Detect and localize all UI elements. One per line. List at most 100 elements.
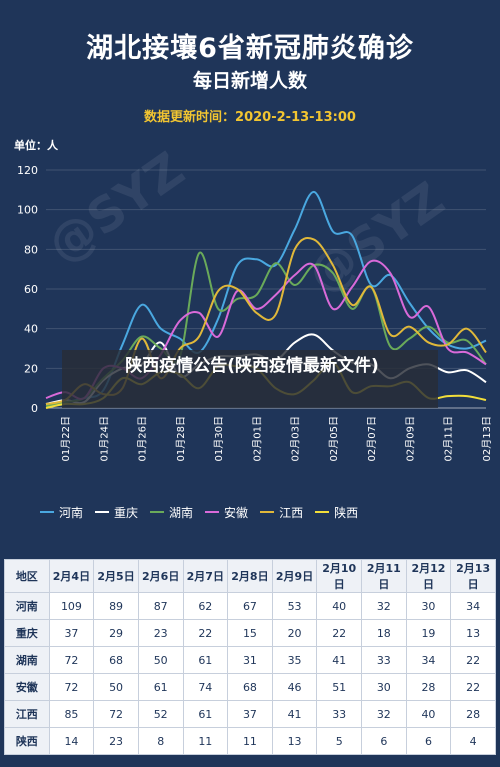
table-cell: 89 xyxy=(93,592,139,620)
table-cell: 22 xyxy=(182,619,229,647)
table-row: 安徽 72 50 61 74 68 46 51 30 28 22 xyxy=(4,673,496,701)
table-cell: 19 xyxy=(405,619,452,647)
legend-label: 湖南 xyxy=(169,505,194,520)
table-cell: 41 xyxy=(271,700,318,728)
legend-item: 安徽 xyxy=(205,504,248,521)
legend-swatch xyxy=(150,511,165,513)
table-cell: 67 xyxy=(227,592,273,620)
y-tick-label: 60 xyxy=(24,283,38,296)
table-cell: 85 xyxy=(48,700,95,728)
legend-swatch xyxy=(315,511,330,513)
legend-label: 河南 xyxy=(59,505,84,520)
table-cell: 29 xyxy=(93,619,139,647)
table-cell: 15 xyxy=(227,619,273,647)
table-cell: 22 xyxy=(450,673,496,701)
x-tick-label: 02月01日 xyxy=(251,416,263,461)
table-body: 河南 109 89 87 62 67 53 40 32 30 34 重庆 37 29 23 22 15 20 22 1… xyxy=(4,592,496,755)
y-tick-label: 20 xyxy=(24,362,38,375)
table-cell: 61 xyxy=(182,700,229,728)
table-cell: 37 xyxy=(48,619,95,647)
legend-swatch xyxy=(260,511,275,513)
y-tick-label: 120 xyxy=(17,164,38,177)
table-row: 江西 85 72 52 61 37 41 33 32 40 28 xyxy=(4,700,496,728)
table-cell: 20 xyxy=(271,619,318,647)
table-cell: 109 xyxy=(48,592,95,620)
table-region-cell: 江西 xyxy=(4,700,50,728)
table-row: 重庆 37 29 23 22 15 20 22 18 19 13 xyxy=(4,619,496,647)
table-cell: 61 xyxy=(137,673,184,701)
table-header-row: 地区 2月4日 2月5日 2月6日 2月7日 2月8日 2月9日 2月10日 2月11日 2月12… xyxy=(4,559,496,593)
table-cell: 6 xyxy=(405,727,452,755)
table-cell: 68 xyxy=(227,673,273,701)
legend-item: 湖南 xyxy=(150,504,193,521)
table-cell: 14 xyxy=(48,727,95,755)
table-region-cell: 陕西 xyxy=(4,727,50,755)
update-time: 数据更新时间：2020-2-13-13:00 xyxy=(144,110,356,125)
caption-text[interactable]: 陕西疫情公告(陕西疫情最新文件) xyxy=(125,356,379,376)
table-cell: 34 xyxy=(405,646,452,674)
legend-label: 陕西 xyxy=(334,505,359,520)
table-cell: 4 xyxy=(450,727,496,755)
table-cell: 23 xyxy=(137,619,184,647)
table-cell: 22 xyxy=(450,646,496,674)
table-region-cell: 河南 xyxy=(4,592,50,620)
x-tick-label: 01月22日 xyxy=(60,416,72,461)
table-header-cell: 2月9日 xyxy=(271,559,318,593)
legend-label: 江西 xyxy=(279,505,304,520)
x-tick-label: 01月26日 xyxy=(137,416,149,461)
legend-label: 安徽 xyxy=(224,505,249,520)
table-cell: 40 xyxy=(405,700,452,728)
table-cell: 33 xyxy=(361,646,407,674)
table-header-cell: 2月6日 xyxy=(137,559,184,593)
table-cell: 6 xyxy=(361,727,407,755)
x-tick-label: 02月03日 xyxy=(290,416,302,461)
legend-item: 江西 xyxy=(260,504,303,521)
table-cell: 50 xyxy=(93,673,139,701)
x-tick-label: 02月13日 xyxy=(481,416,493,461)
table-region-cell: 安徽 xyxy=(4,673,50,701)
chart-legend: 河南 重庆 湖南 安徽 江西 陕西 xyxy=(40,502,480,522)
x-tick-label: 02月07日 xyxy=(366,416,378,461)
table-cell: 32 xyxy=(361,592,407,620)
data-table: 地区 2月4日 2月5日 2月6日 2月7日 2月8日 2月9日 2月10日 2月11日 2月12… xyxy=(4,559,496,755)
y-tick-label: 40 xyxy=(24,323,38,336)
legend-label: 重庆 xyxy=(114,505,139,520)
table-cell: 52 xyxy=(137,700,184,728)
table-row: 湖南 72 68 50 61 31 35 41 33 34 22 xyxy=(4,646,496,674)
legend-item: 重庆 xyxy=(95,504,138,521)
y-tick-label: 80 xyxy=(24,243,38,256)
table-cell: 31 xyxy=(227,646,273,674)
legend-item: 河南 xyxy=(40,504,83,521)
table-header-cell: 2月8日 xyxy=(227,559,273,593)
chart-title: 湖北接壤6省新冠肺炎确诊 xyxy=(86,33,414,64)
table-cell: 87 xyxy=(137,592,184,620)
table-cell: 11 xyxy=(182,727,229,755)
table-cell: 72 xyxy=(48,646,95,674)
table-header-cell: 2月7日 xyxy=(182,559,229,593)
table-row: 陕西 14 23 8 11 11 13 5 6 6 4 xyxy=(4,727,496,755)
line-chart: 0 20 40 60 80 100 120 01月22日 01月24日 01月26日 01月28日 0… xyxy=(17,164,493,461)
table-cell: 32 xyxy=(361,700,407,728)
table-header-cell: 地区 xyxy=(4,559,50,593)
table-cell: 18 xyxy=(361,619,407,647)
table-cell: 51 xyxy=(316,673,362,701)
unit-label: 单位：人 xyxy=(14,139,58,152)
table-region-cell: 重庆 xyxy=(4,619,50,647)
table-cell: 30 xyxy=(361,673,407,701)
table-cell: 11 xyxy=(227,727,273,755)
table-cell: 37 xyxy=(227,700,273,728)
table-header-cell: 2月13日 xyxy=(450,559,496,593)
table-cell: 74 xyxy=(182,673,229,701)
x-tick-label: 02月11日 xyxy=(443,416,455,461)
series-line-河南 xyxy=(45,190,487,406)
table-cell: 68 xyxy=(93,646,139,674)
table-header-cell: 2月5日 xyxy=(93,559,139,593)
legend-swatch xyxy=(40,511,54,513)
x-tick-label: 02月05日 xyxy=(328,416,340,461)
legend-swatch xyxy=(205,511,220,513)
table-cell: 40 xyxy=(316,592,362,620)
y-tick-label: 0 xyxy=(31,402,38,415)
table-cell: 13 xyxy=(450,619,496,647)
table-cell: 50 xyxy=(137,646,184,674)
data-table-wrap: 地区 2月4日 2月5日 2月6日 2月7日 2月8日 2月9日 2月10日 2月11日 2月12… xyxy=(4,559,496,755)
